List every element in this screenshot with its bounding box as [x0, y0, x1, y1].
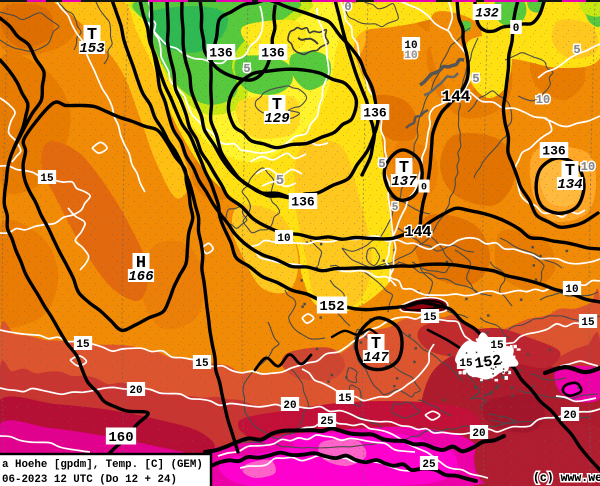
svg-text:T: T: [87, 26, 97, 45]
svg-text:10: 10: [404, 40, 417, 52]
svg-text:5: 5: [472, 72, 479, 86]
svg-text:a Hoehe [gpdm], Temp. [C] (GEM: a Hoehe [gpdm], Temp. [C] (GEM): [2, 459, 203, 471]
svg-text:0: 0: [344, 0, 351, 14]
svg-text:10: 10: [277, 233, 290, 245]
svg-text:129: 129: [264, 111, 289, 127]
svg-text:T: T: [565, 162, 575, 181]
svg-text:136: 136: [261, 46, 285, 61]
svg-text:0: 0: [513, 23, 520, 35]
svg-text:20: 20: [129, 385, 142, 397]
svg-text:15: 15: [490, 340, 504, 352]
svg-text:5: 5: [392, 202, 399, 214]
svg-text:(c) www.we: (c) www.we: [533, 472, 600, 485]
svg-text:153: 153: [79, 41, 105, 57]
svg-text:136: 136: [209, 46, 233, 61]
svg-text:5: 5: [276, 173, 284, 189]
svg-text:132: 132: [475, 6, 499, 21]
svg-text:15: 15: [195, 358, 209, 370]
svg-text:5: 5: [243, 62, 250, 76]
svg-text:144: 144: [404, 224, 431, 241]
svg-text:10: 10: [565, 284, 578, 296]
svg-text:147: 147: [363, 350, 389, 366]
svg-text:10: 10: [404, 50, 417, 62]
svg-text:T: T: [272, 96, 282, 115]
svg-text:5: 5: [276, 173, 284, 189]
svg-text:15: 15: [40, 173, 54, 185]
svg-text:134: 134: [557, 177, 582, 193]
svg-text:15: 15: [459, 358, 473, 370]
svg-text:15: 15: [423, 312, 437, 324]
svg-text:0: 0: [421, 183, 427, 194]
svg-text:10: 10: [536, 93, 550, 107]
svg-text:10: 10: [536, 93, 550, 107]
svg-text:5: 5: [573, 43, 580, 57]
svg-text:5: 5: [472, 72, 479, 86]
svg-text:144: 144: [442, 88, 471, 106]
svg-text:136: 136: [291, 195, 315, 210]
svg-text:10: 10: [581, 160, 595, 174]
svg-text:20: 20: [563, 410, 576, 422]
svg-text:10: 10: [404, 50, 417, 62]
svg-text:15: 15: [76, 339, 90, 351]
svg-text:144: 144: [404, 224, 431, 241]
svg-text:136: 136: [542, 144, 566, 159]
svg-text:5: 5: [392, 202, 399, 214]
svg-text:152: 152: [319, 299, 344, 315]
svg-text:15: 15: [338, 393, 352, 405]
svg-text:5: 5: [378, 157, 385, 171]
svg-text:20: 20: [472, 428, 485, 440]
svg-text:166: 166: [128, 269, 154, 285]
svg-text:10: 10: [581, 160, 595, 174]
svg-text:T: T: [371, 335, 381, 354]
svg-text:144: 144: [442, 88, 471, 106]
svg-text:(c) www.we: (c) www.we: [533, 472, 600, 485]
svg-text:160: 160: [108, 430, 133, 446]
svg-text:H: H: [136, 254, 146, 273]
svg-text:T: T: [399, 159, 409, 178]
svg-text:5: 5: [573, 43, 580, 57]
svg-text:5: 5: [378, 157, 385, 171]
svg-text:15: 15: [581, 317, 595, 329]
svg-text:06-2023 12 UTC (Do 12 + 24): 06-2023 12 UTC (Do 12 + 24): [2, 474, 177, 486]
svg-text:136: 136: [363, 106, 387, 121]
svg-text:20: 20: [283, 400, 296, 412]
svg-text:25: 25: [320, 416, 334, 428]
svg-text:25: 25: [422, 459, 436, 471]
svg-text:137: 137: [391, 174, 417, 190]
svg-text:0: 0: [344, 0, 351, 14]
svg-text:5: 5: [243, 62, 250, 76]
